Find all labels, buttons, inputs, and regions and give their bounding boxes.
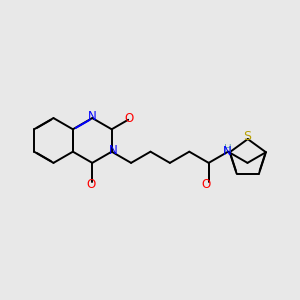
Text: N: N xyxy=(109,144,118,157)
Text: O: O xyxy=(86,178,96,191)
Text: O: O xyxy=(201,178,211,191)
Text: O: O xyxy=(125,112,134,125)
Text: N: N xyxy=(88,110,97,123)
Text: H: H xyxy=(224,144,232,154)
Text: S: S xyxy=(243,130,251,143)
Text: N: N xyxy=(223,145,231,158)
